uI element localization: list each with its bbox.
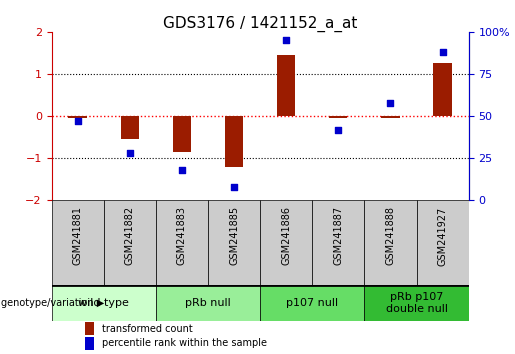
Bar [277, 55, 295, 116]
Bar [85, 337, 94, 350]
Text: p107 null: p107 null [286, 298, 338, 308]
Text: GSM241886: GSM241886 [281, 206, 291, 265]
Text: GSM241887: GSM241887 [333, 206, 344, 266]
Bar [156, 285, 260, 321]
Text: wild type: wild type [78, 298, 129, 308]
Point [74, 118, 82, 124]
Bar [365, 285, 469, 321]
Bar [225, 116, 243, 167]
Bar [434, 63, 452, 116]
Bar [68, 116, 87, 118]
Point [282, 38, 290, 43]
Point [230, 184, 238, 190]
Text: percentile rank within the sample: percentile rank within the sample [102, 338, 267, 348]
Text: GSM241927: GSM241927 [438, 206, 448, 266]
Bar [365, 200, 417, 285]
Bar [260, 285, 365, 321]
Text: pRb null: pRb null [185, 298, 231, 308]
Text: GSM241883: GSM241883 [177, 206, 187, 265]
Point [126, 150, 134, 156]
Text: GSM241881: GSM241881 [73, 206, 82, 265]
Text: GSM241882: GSM241882 [125, 206, 135, 266]
Text: genotype/variation ▶: genotype/variation ▶ [1, 298, 104, 308]
Bar [381, 116, 400, 118]
Bar [156, 200, 208, 285]
Bar [121, 116, 139, 139]
Bar [173, 116, 191, 152]
Point [334, 127, 342, 132]
Bar [52, 200, 104, 285]
Title: GDS3176 / 1421152_a_at: GDS3176 / 1421152_a_at [163, 16, 357, 32]
Bar [260, 200, 312, 285]
Bar [208, 200, 260, 285]
Point [178, 167, 186, 173]
Point [386, 100, 394, 105]
Text: GSM241888: GSM241888 [385, 206, 396, 265]
Text: transformed count: transformed count [102, 324, 193, 334]
Text: GSM241885: GSM241885 [229, 206, 239, 266]
Bar [104, 200, 156, 285]
Text: pRb p107
double null: pRb p107 double null [386, 292, 448, 314]
Bar [52, 285, 156, 321]
Bar [85, 322, 94, 335]
Bar [329, 116, 348, 118]
Bar [312, 200, 365, 285]
Bar [417, 200, 469, 285]
Point [438, 49, 447, 55]
